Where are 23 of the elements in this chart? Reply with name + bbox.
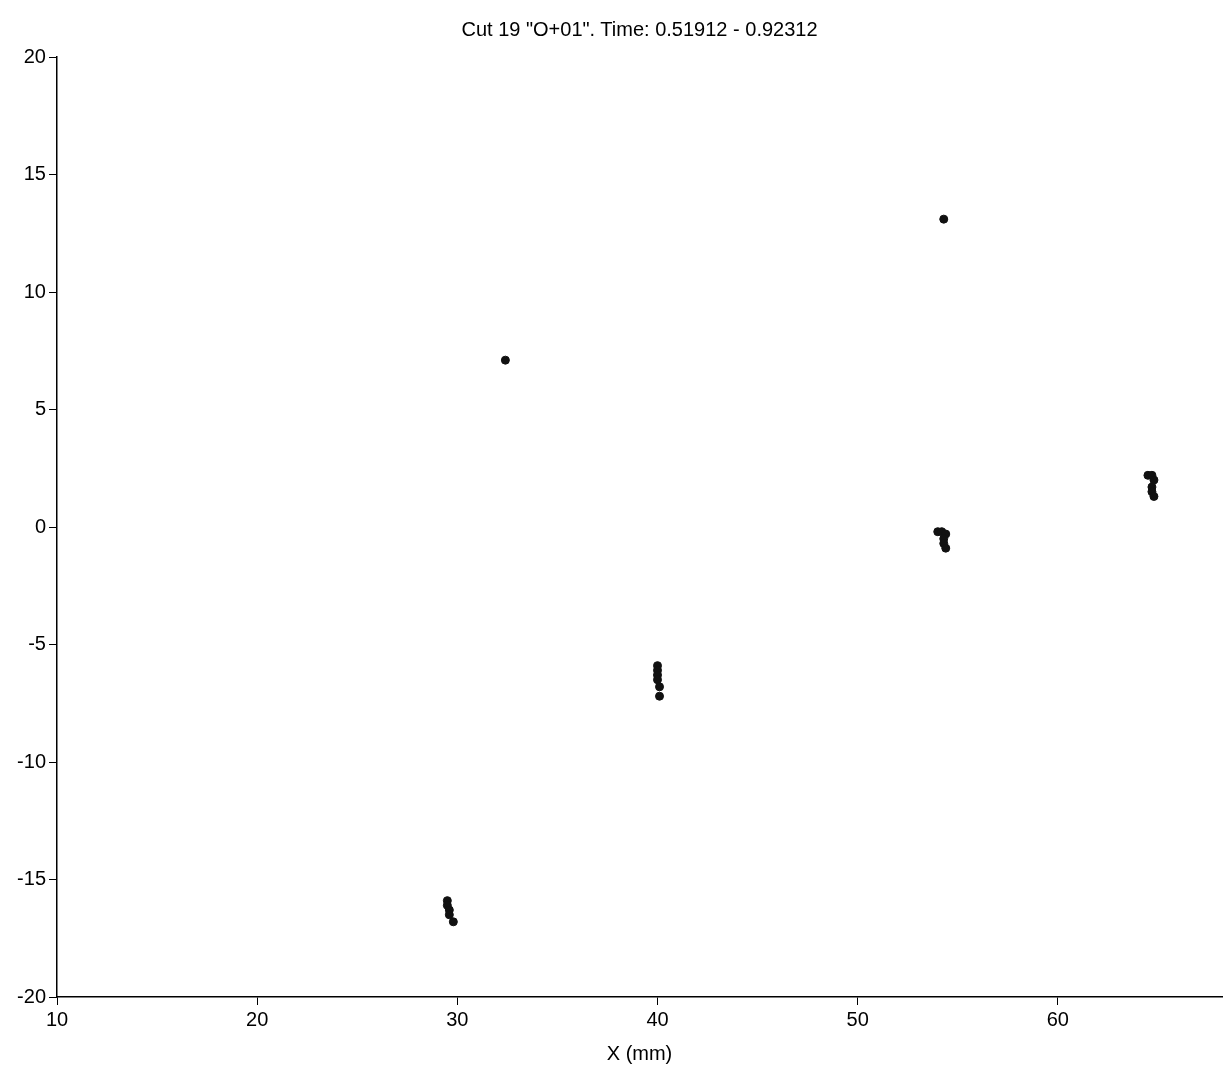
x-tick-label: 60 (1046, 1007, 1069, 1030)
point (655, 691, 665, 701)
x-tick-label: 20 (246, 1007, 269, 1030)
point (941, 543, 951, 553)
x-tick-label: 30 (446, 1007, 469, 1030)
point (655, 682, 665, 692)
x-tick-label: 40 (646, 1007, 669, 1030)
point (500, 355, 510, 365)
y-tick-label: -15 (17, 867, 46, 890)
chart-title: Cut 19 "O+01". Time: 0.51912 - 0.92312 (461, 17, 818, 40)
point (448, 917, 458, 927)
y-tick-label: 5 (34, 397, 46, 420)
y-tick-label: -5 (28, 632, 46, 655)
x-axis-title: X (mm) (606, 1041, 673, 1064)
y-tick-label: 10 (23, 279, 46, 302)
y-tick-label: -10 (17, 749, 46, 772)
y-tick-label: 20 (23, 44, 46, 67)
point (1149, 491, 1159, 501)
point (939, 214, 949, 224)
y-tick-label: 15 (23, 162, 46, 185)
x-tick-label: 50 (846, 1007, 869, 1030)
y-tick-label: -20 (17, 984, 46, 1007)
y-tick-label: 0 (34, 514, 46, 537)
